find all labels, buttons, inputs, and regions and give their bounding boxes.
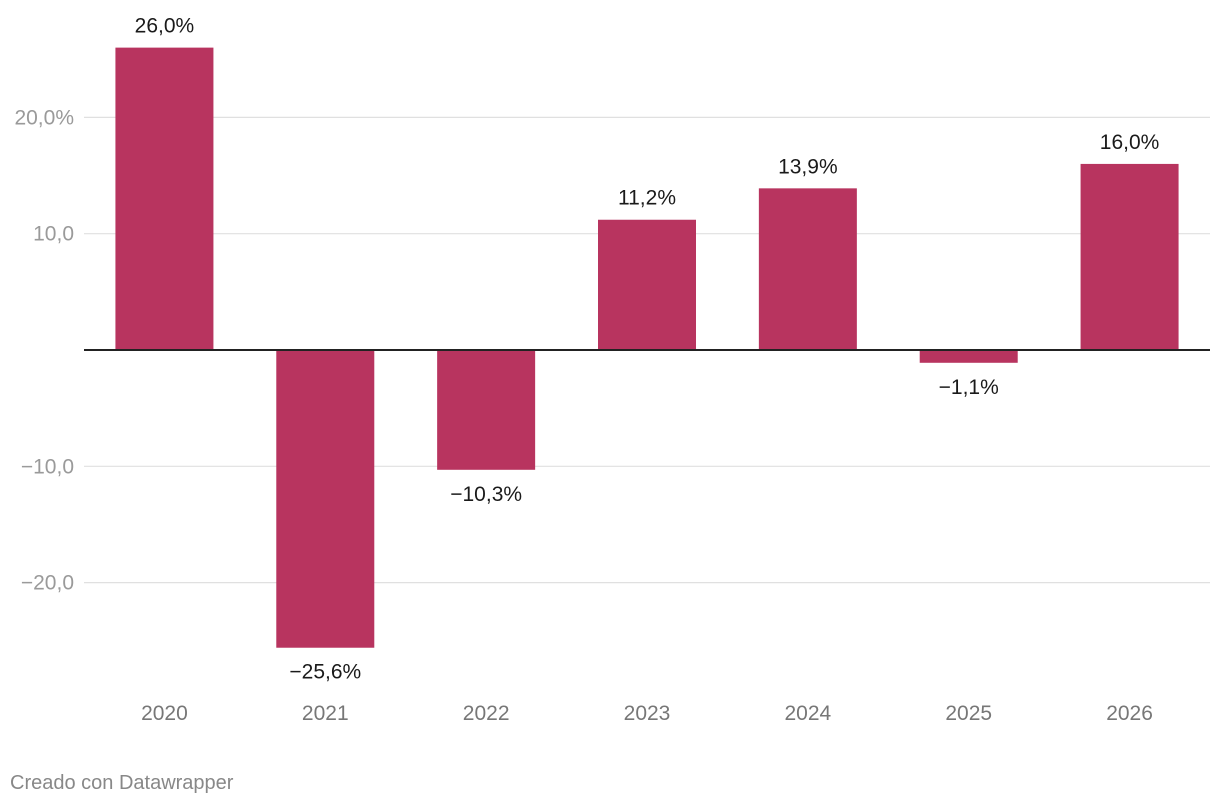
bar xyxy=(758,188,857,350)
y-tick-label: −20,0 xyxy=(21,572,74,595)
bars xyxy=(115,47,1179,648)
x-axis-tick-labels: 2020 2021 2022 2023 2024 2025 2026 xyxy=(141,702,1153,725)
data-label: −10,3% xyxy=(450,483,522,506)
credit-text: Creado con Datawrapper xyxy=(10,772,234,794)
data-label: −25,6% xyxy=(289,661,361,684)
bar xyxy=(115,47,214,351)
data-labels: 26,0% −25,6% −10,3% 11,2% 13,9% −1,1% 16,0% xyxy=(135,15,1160,684)
x-tick-label: 2023 xyxy=(624,702,671,725)
y-axis-tick-labels: 20,0% 10,0 −10,0 −20,0 xyxy=(14,106,74,594)
x-tick-label: 2025 xyxy=(945,702,992,725)
bar xyxy=(276,350,375,648)
bar xyxy=(919,350,1018,363)
bar xyxy=(598,219,696,350)
data-label: 13,9% xyxy=(778,155,838,178)
y-tick-label: 20,0% xyxy=(14,106,74,129)
y-tick-label: −10,0 xyxy=(21,455,74,478)
gridlines xyxy=(84,116,1210,584)
bar-chart: 20,0% 10,0 −10,0 −20,0 26,0% −25,6% −10,3% 11,… xyxy=(14,15,1210,725)
data-label: 11,2% xyxy=(618,187,676,210)
x-tick-label: 2021 xyxy=(302,702,349,725)
x-tick-label: 2024 xyxy=(784,702,831,725)
bar xyxy=(437,350,536,470)
bar xyxy=(1080,163,1179,350)
data-label: 26,0% xyxy=(135,15,195,38)
x-tick-label: 2022 xyxy=(463,702,510,725)
x-tick-label: 2020 xyxy=(141,702,188,725)
x-tick-label: 2026 xyxy=(1106,702,1153,725)
y-tick-label: 10,0 xyxy=(33,223,74,246)
data-label: −1,1% xyxy=(939,376,999,399)
data-label: 16,0% xyxy=(1100,131,1160,154)
